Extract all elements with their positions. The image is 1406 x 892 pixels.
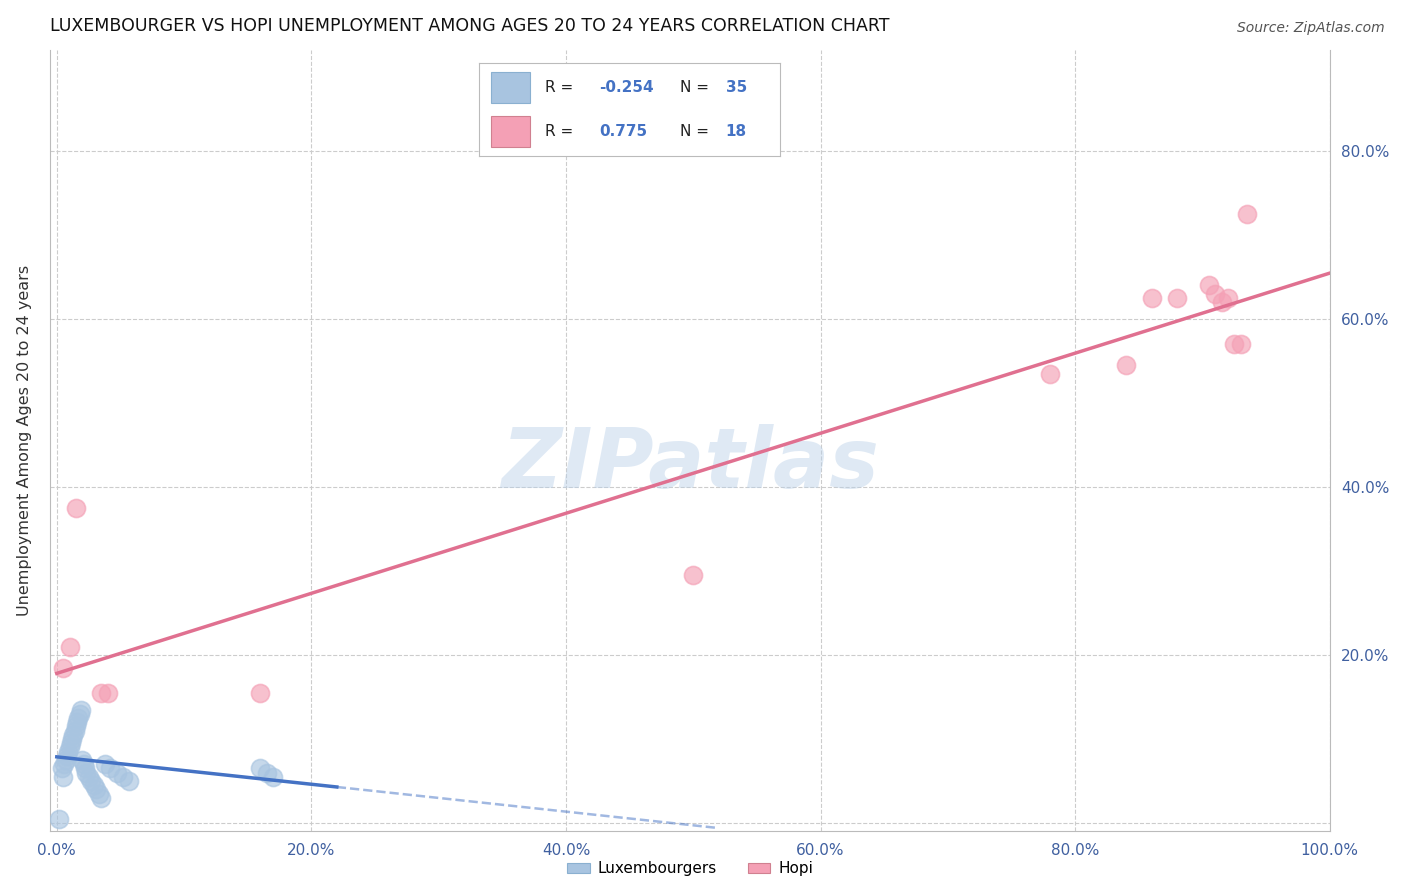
Point bbox=[97, 686, 120, 700]
Point bbox=[90, 790, 112, 805]
Point bbox=[1198, 278, 1220, 293]
Point bbox=[1140, 291, 1163, 305]
Point bbox=[98, 761, 121, 775]
Point bbox=[80, 774, 103, 789]
Point bbox=[1211, 295, 1233, 310]
Point bbox=[83, 778, 105, 792]
Point bbox=[249, 686, 271, 700]
Point bbox=[1115, 358, 1137, 372]
Text: ZIPatlas: ZIPatlas bbox=[501, 424, 879, 505]
Point bbox=[70, 753, 93, 767]
Point bbox=[87, 787, 110, 801]
Point bbox=[73, 761, 96, 775]
Point bbox=[1204, 286, 1226, 301]
Point bbox=[1166, 291, 1188, 305]
Point bbox=[256, 765, 278, 780]
Point bbox=[249, 761, 271, 775]
Point bbox=[66, 715, 89, 730]
Point bbox=[1216, 291, 1239, 305]
Point bbox=[59, 736, 82, 750]
Point bbox=[53, 757, 76, 772]
Point bbox=[94, 757, 117, 772]
Point bbox=[262, 770, 284, 784]
Point bbox=[58, 745, 80, 759]
Point bbox=[65, 501, 87, 516]
Point bbox=[67, 711, 90, 725]
Point bbox=[75, 765, 97, 780]
Point bbox=[118, 774, 141, 789]
Point bbox=[1039, 367, 1062, 381]
Point bbox=[84, 782, 107, 797]
Point bbox=[72, 757, 94, 772]
Legend: Luxembourgers, Hopi: Luxembourgers, Hopi bbox=[561, 855, 820, 882]
Point bbox=[58, 740, 80, 755]
Text: Source: ZipAtlas.com: Source: ZipAtlas.com bbox=[1237, 21, 1385, 35]
Point bbox=[52, 770, 75, 784]
Point bbox=[1223, 337, 1246, 351]
Point bbox=[56, 748, 79, 763]
Point bbox=[1236, 207, 1258, 221]
Point bbox=[105, 765, 128, 780]
Point bbox=[58, 640, 80, 654]
Point bbox=[90, 686, 112, 700]
Y-axis label: Unemployment Among Ages 20 to 24 years: Unemployment Among Ages 20 to 24 years bbox=[17, 265, 32, 616]
Point bbox=[682, 568, 704, 582]
Point bbox=[60, 732, 83, 747]
Point bbox=[55, 753, 77, 767]
Point bbox=[52, 660, 75, 674]
Text: LUXEMBOURGER VS HOPI UNEMPLOYMENT AMONG AGES 20 TO 24 YEARS CORRELATION CHART: LUXEMBOURGER VS HOPI UNEMPLOYMENT AMONG … bbox=[51, 17, 890, 35]
Point bbox=[111, 770, 134, 784]
Point bbox=[63, 723, 86, 738]
Point bbox=[48, 812, 70, 826]
Point bbox=[1229, 337, 1251, 351]
Point bbox=[70, 703, 93, 717]
Point bbox=[65, 719, 87, 733]
Point bbox=[77, 770, 100, 784]
Point bbox=[62, 728, 84, 742]
Point bbox=[51, 761, 73, 775]
Point bbox=[69, 706, 91, 721]
